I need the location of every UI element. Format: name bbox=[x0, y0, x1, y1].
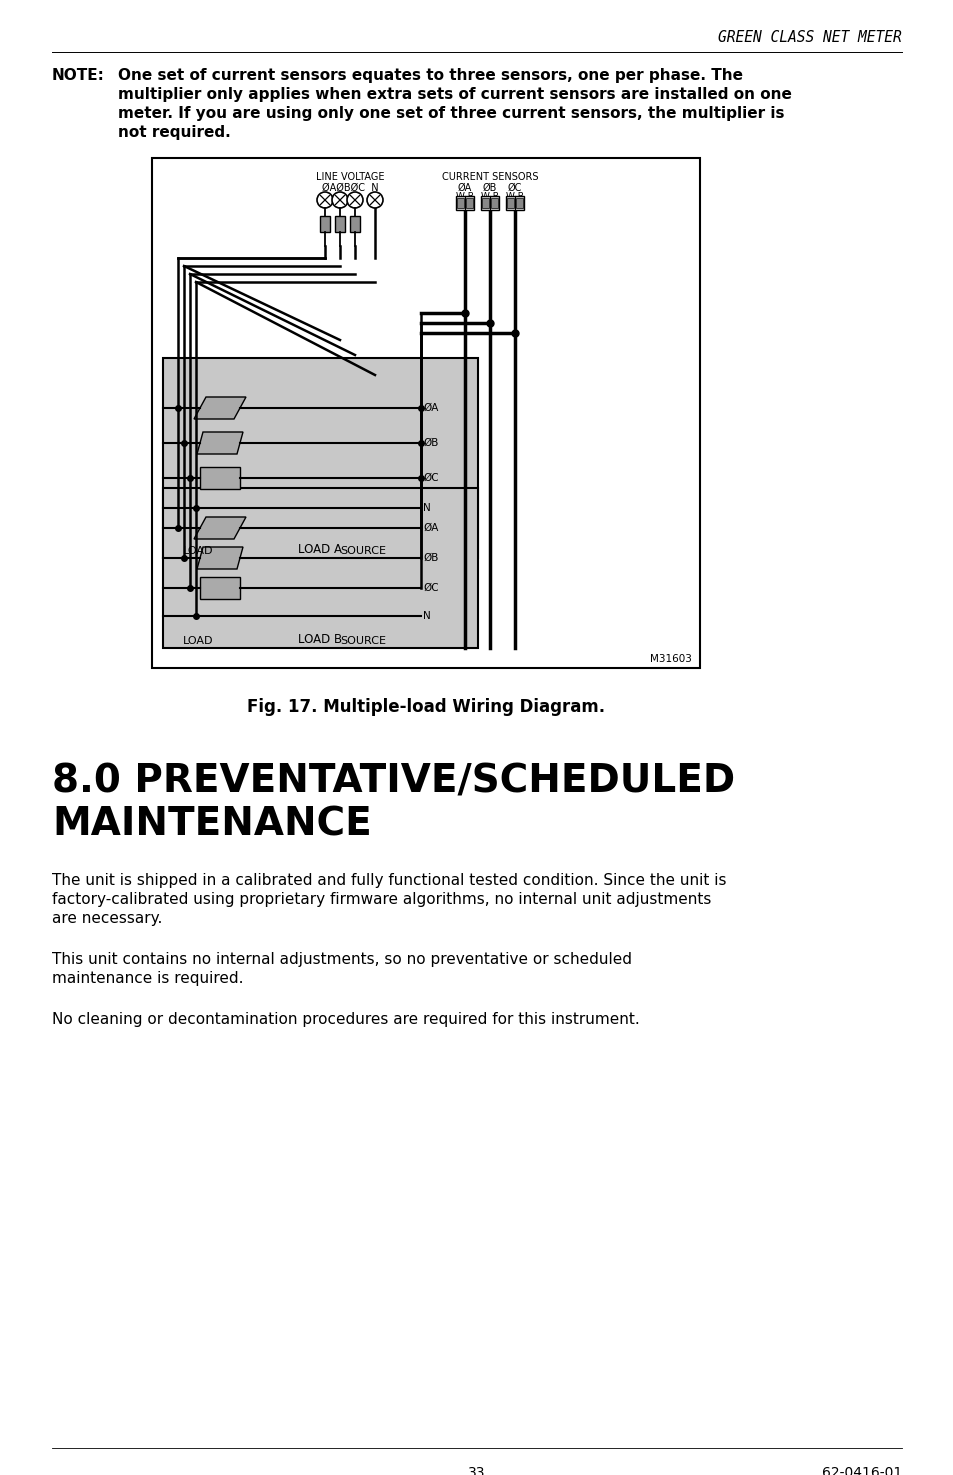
Bar bbox=[506, 198, 514, 208]
Text: ØA: ØA bbox=[422, 403, 438, 413]
Text: SOURCE: SOURCE bbox=[339, 636, 386, 646]
Bar bbox=[163, 358, 477, 558]
Text: One set of current sensors equates to three sensors, one per phase. The: One set of current sensors equates to th… bbox=[118, 68, 742, 83]
Text: MAINTENANCE: MAINTENANCE bbox=[52, 805, 372, 844]
Text: W B: W B bbox=[480, 192, 498, 201]
Bar bbox=[456, 196, 474, 209]
Text: LINE VOLTAGE: LINE VOLTAGE bbox=[315, 173, 384, 181]
Text: not required.: not required. bbox=[118, 125, 231, 140]
Text: ØA: ØA bbox=[457, 183, 472, 193]
Bar bbox=[350, 215, 359, 232]
Polygon shape bbox=[200, 468, 240, 490]
Text: ØC: ØC bbox=[422, 583, 438, 593]
Bar bbox=[480, 196, 498, 209]
Bar bbox=[516, 198, 522, 208]
Text: maintenance is required.: maintenance is required. bbox=[52, 971, 243, 985]
Bar bbox=[481, 198, 489, 208]
Bar bbox=[319, 215, 330, 232]
Text: N: N bbox=[422, 503, 431, 513]
Polygon shape bbox=[196, 432, 243, 454]
Text: ØC: ØC bbox=[422, 473, 438, 482]
Bar bbox=[152, 158, 700, 668]
Text: No cleaning or decontamination procedures are required for this instrument.: No cleaning or decontamination procedure… bbox=[52, 1012, 639, 1027]
Text: M31603: M31603 bbox=[649, 653, 691, 664]
Text: ØB: ØB bbox=[482, 183, 497, 193]
Text: meter. If you are using only one set of three current sensors, the multiplier is: meter. If you are using only one set of … bbox=[118, 106, 783, 121]
Text: LOAD B: LOAD B bbox=[297, 633, 342, 646]
Circle shape bbox=[332, 192, 348, 208]
Circle shape bbox=[347, 192, 363, 208]
Text: NOTE:: NOTE: bbox=[52, 68, 105, 83]
Text: ØA: ØA bbox=[422, 524, 438, 532]
Text: The unit is shipped in a calibrated and fully functional tested condition. Since: The unit is shipped in a calibrated and … bbox=[52, 873, 726, 888]
Text: LOAD: LOAD bbox=[183, 636, 213, 646]
Bar bbox=[335, 215, 345, 232]
Text: ØB: ØB bbox=[422, 438, 438, 448]
Polygon shape bbox=[193, 397, 246, 419]
Text: LOAD: LOAD bbox=[183, 546, 213, 556]
Circle shape bbox=[316, 192, 333, 208]
Text: GREEN CLASS NET METER: GREEN CLASS NET METER bbox=[718, 31, 901, 46]
Text: 33: 33 bbox=[468, 1466, 485, 1475]
Text: multiplier only applies when extra sets of current sensors are installed on one: multiplier only applies when extra sets … bbox=[118, 87, 791, 102]
Text: This unit contains no internal adjustments, so no preventative or scheduled: This unit contains no internal adjustmen… bbox=[52, 951, 631, 968]
Bar bbox=[456, 198, 463, 208]
Text: ØC: ØC bbox=[507, 183, 521, 193]
Polygon shape bbox=[193, 518, 246, 538]
Text: W B: W B bbox=[456, 192, 474, 201]
Text: SOURCE: SOURCE bbox=[339, 546, 386, 556]
Text: 8.0 PREVENTATIVE/SCHEDULED: 8.0 PREVENTATIVE/SCHEDULED bbox=[52, 763, 735, 801]
Text: N: N bbox=[422, 611, 431, 621]
Text: ØAØBØC  N: ØAØBØC N bbox=[321, 183, 378, 193]
Polygon shape bbox=[200, 577, 240, 599]
Text: ØB: ØB bbox=[422, 553, 438, 563]
Circle shape bbox=[367, 192, 382, 208]
Bar bbox=[491, 198, 497, 208]
Text: are necessary.: are necessary. bbox=[52, 912, 162, 926]
Text: W B: W B bbox=[505, 192, 523, 201]
Bar bbox=[465, 198, 473, 208]
Bar bbox=[505, 196, 523, 209]
Text: 62-0416-01: 62-0416-01 bbox=[821, 1466, 901, 1475]
Text: factory-calibrated using proprietary firmware algorithms, no internal unit adjus: factory-calibrated using proprietary fir… bbox=[52, 892, 711, 907]
Text: Fig. 17. Multiple-load Wiring Diagram.: Fig. 17. Multiple-load Wiring Diagram. bbox=[247, 698, 604, 715]
Text: CURRENT SENSORS: CURRENT SENSORS bbox=[441, 173, 537, 181]
Bar bbox=[163, 488, 477, 648]
Text: LOAD A: LOAD A bbox=[297, 543, 341, 556]
Polygon shape bbox=[196, 547, 243, 569]
